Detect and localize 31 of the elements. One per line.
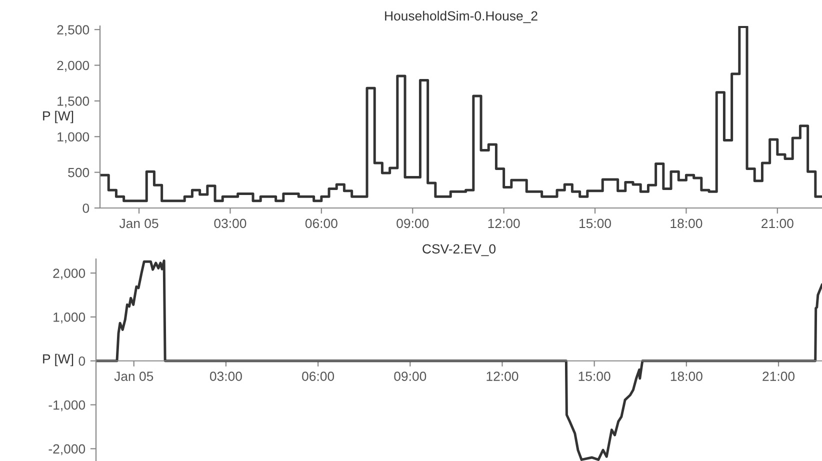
- y-tick-label: 500: [68, 168, 90, 178]
- y-tick-label: -2,000: [48, 444, 86, 456]
- x-tick-label: 06:00: [302, 372, 334, 381]
- x-tick-label: Jan 05: [119, 218, 158, 228]
- chart-title: HouseholdSim-0.House_2: [385, 10, 538, 24]
- y-tick-label: 1,000: [58, 132, 90, 144]
- y-tick-label: 2,000: [57, 60, 90, 72]
- chart-title: CSV-2.EV_0: [422, 244, 496, 256]
- x-tick-label: Jan 05: [114, 372, 154, 381]
- y-tick-label: 2,500: [57, 25, 90, 36]
- x-tick-label: 03:00: [214, 218, 246, 228]
- x-tick-label: 21:00: [762, 218, 794, 228]
- x-tick-label: 18:00: [670, 218, 702, 228]
- x-tick-label: 15:00: [578, 372, 610, 381]
- x-tick-label: 18:00: [670, 372, 702, 381]
- y-tick-label: 2,000: [53, 268, 86, 280]
- y-tick-label: 0: [78, 356, 86, 366]
- x-tick-label: 15:00: [580, 218, 612, 228]
- x-tick-label: 06:00: [305, 218, 338, 228]
- y-tick-label: 1,000: [54, 312, 86, 324]
- y-axis-title: P [W]: [43, 110, 74, 124]
- x-tick-label: 12:00: [486, 372, 518, 381]
- x-tick-label: 09:00: [394, 372, 426, 381]
- y-axis-title: P [W]: [43, 354, 74, 366]
- y-tick-label: -1,000: [48, 400, 86, 412]
- y-tick-label: 1,500: [58, 96, 90, 108]
- x-tick-label: 09:00: [396, 218, 429, 228]
- y-tick-label: 0: [82, 204, 90, 213]
- x-tick-label: 21:00: [762, 372, 795, 381]
- x-tick-label: 03:00: [210, 372, 242, 381]
- x-tick-label: 12:00: [488, 218, 520, 228]
